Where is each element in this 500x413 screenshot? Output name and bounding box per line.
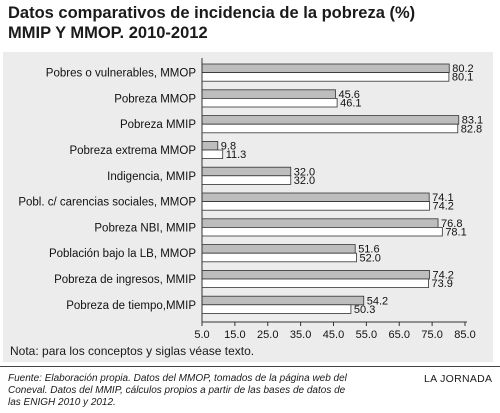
- bar-series-1: [201, 115, 460, 125]
- category-label: Pobreza MMIP: [120, 119, 196, 131]
- data-label: 73.9: [432, 278, 453, 290]
- x-tick-label: 35.0: [290, 329, 311, 341]
- bar-series-2: [201, 149, 224, 160]
- data-label: 74.1: [432, 192, 453, 204]
- chart-title-line-1: Datos comparativos de incidencia de la p…: [8, 4, 416, 22]
- bar-series-1: [201, 89, 336, 99]
- x-tick-label: 25.0: [257, 329, 278, 341]
- data-label: 83.1: [462, 115, 483, 127]
- data-label: 50.3: [354, 304, 375, 316]
- category-label: Población bajo la LB, MMOP: [49, 248, 196, 260]
- bar-series-1: [201, 141, 219, 151]
- data-label: 46.1: [340, 98, 361, 110]
- category-label: Pobreza de tiempo,MMIP: [66, 300, 196, 312]
- data-label: 74.2: [432, 201, 453, 213]
- chart: Pobres o vulnerables, MMOP 80.280.1 Pobrez…: [18, 58, 485, 341]
- data-label: 52.0: [360, 252, 381, 264]
- data-label: 82.8: [461, 123, 482, 135]
- data-label: 11.3: [226, 149, 247, 161]
- data-label: 32.0: [294, 175, 315, 187]
- data-label: 80.1: [452, 72, 473, 84]
- x-tick-label: 45.0: [323, 329, 344, 341]
- category-label: Pobres o vulnerables, MMOP: [46, 68, 197, 80]
- chart-title: Datos comparativos de incidencia de la p…: [8, 3, 492, 43]
- data-label: 45.6: [338, 89, 359, 101]
- bar-series-1: [201, 295, 365, 306]
- bar-series-2: [201, 175, 292, 185]
- data-label: 76.8: [441, 218, 462, 230]
- bar-series-1: [201, 63, 450, 74]
- data-label: 51.6: [358, 244, 379, 256]
- bar-series-1: [201, 244, 356, 254]
- x-tick-label: 5.0: [194, 329, 209, 341]
- category-label: Pobreza de ingresos, MMIP: [54, 274, 196, 286]
- data-label: 54.2: [367, 295, 388, 307]
- bar-series-2: [201, 226, 443, 237]
- x-tick-label: 55.0: [356, 329, 377, 341]
- bar-series-1: [201, 218, 439, 228]
- publisher-credit: LA JORNADA: [424, 373, 493, 385]
- category-label: Pobl. c/ carencias sociales, MMOP: [18, 197, 196, 209]
- bar-series-1: [201, 166, 292, 177]
- data-label: 80.2: [452, 63, 473, 75]
- bar-series-2: [201, 304, 352, 314]
- bar-series-1: [201, 269, 430, 280]
- chart-title-line-2: MMIP Y MMOP. 2010-2012: [8, 24, 208, 42]
- data-label: 78.1: [445, 227, 466, 239]
- bar-series-2: [201, 252, 357, 263]
- chart-note: Nota: para los conceptos y siglas véase …: [10, 344, 255, 358]
- data-label: 9.8: [221, 141, 236, 153]
- divider: [0, 366, 500, 367]
- x-tick-label: 75.0: [421, 329, 442, 341]
- source-text: Fuente: Elaboración propia. Datos del MM…: [8, 373, 347, 408]
- bar-series-2: [201, 98, 338, 108]
- data-label: 74.2: [432, 270, 453, 282]
- x-tick-label: 65.0: [389, 329, 410, 341]
- bar-series-2: [201, 123, 459, 134]
- data-label: 32.0: [294, 166, 315, 178]
- x-tick-label: 85.0: [454, 329, 475, 341]
- bar-series-2: [201, 201, 430, 211]
- category-label: Pobreza extrema MMOP: [69, 145, 196, 157]
- category-label: Pobreza MMOP: [114, 93, 196, 105]
- bar-series-2: [201, 72, 450, 82]
- chart-panel: Pobres o vulnerables, MMOP 80.2 80.1 Pobrez…: [3, 52, 493, 362]
- category-label: Pobreza NBI, MMIP: [94, 222, 196, 234]
- x-tick-label: 15.0: [224, 329, 245, 341]
- bar-series-1: [201, 192, 430, 203]
- category-label: Indigencia, MMIP: [107, 171, 196, 183]
- bar-series-2: [201, 278, 429, 289]
